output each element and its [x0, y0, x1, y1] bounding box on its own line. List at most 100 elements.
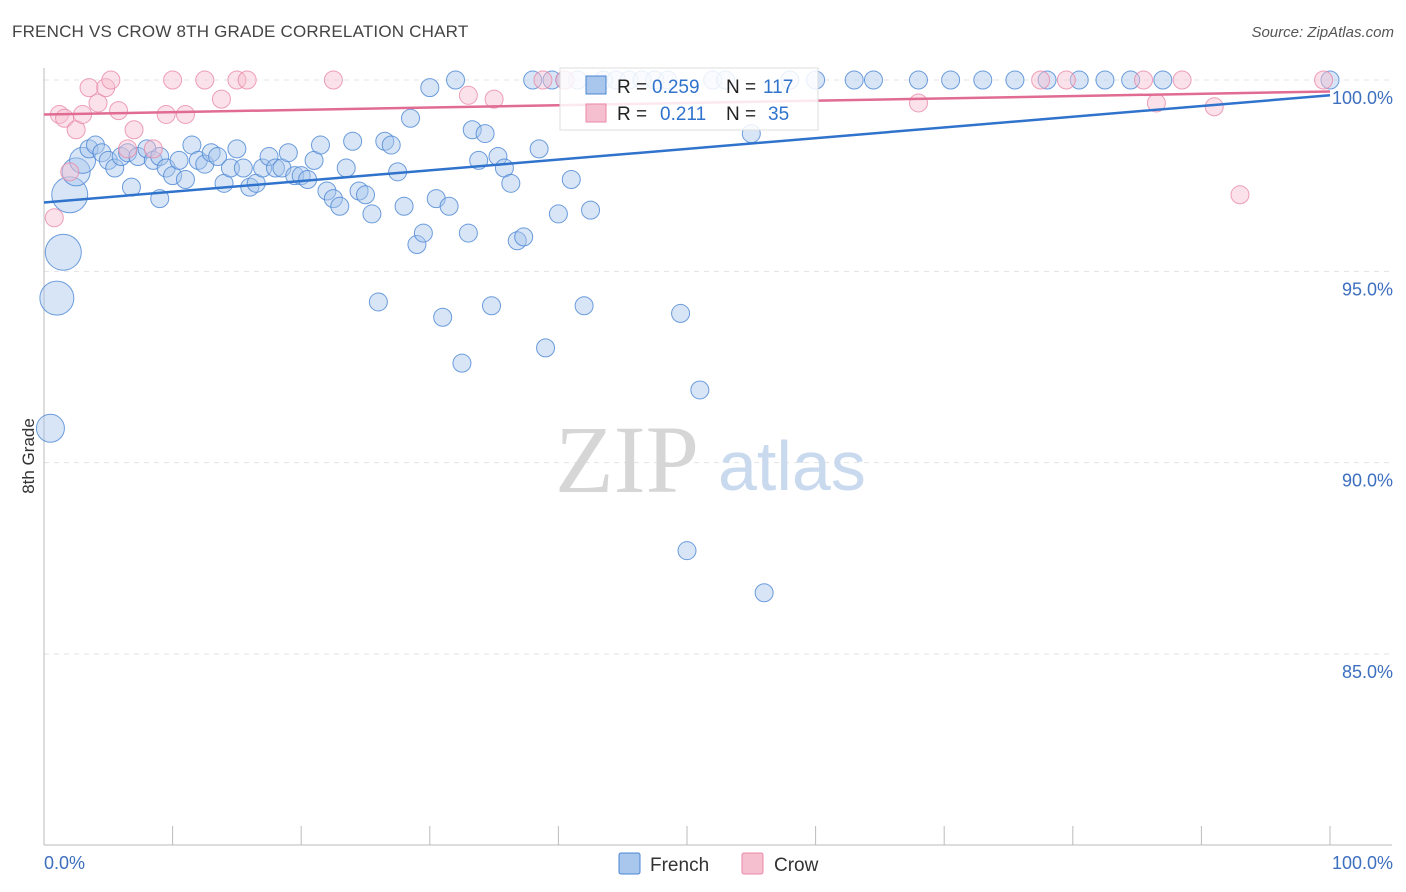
french-n-label: N =	[726, 77, 756, 98]
crow-point	[1314, 70, 1334, 90]
crow-stats-swatch	[585, 103, 607, 123]
crow-point	[109, 101, 129, 121]
x-tick-labels: 0.0% 100.0%	[44, 853, 1393, 873]
french-point	[278, 143, 298, 163]
french-point	[446, 70, 466, 90]
french-point	[458, 223, 478, 243]
french-point	[362, 204, 382, 224]
french-point	[439, 196, 459, 216]
watermark: ZIP atlas	[555, 406, 866, 513]
french-point	[973, 70, 993, 90]
french-point	[462, 120, 482, 140]
chart-title: FRENCH VS CROW 8TH GRADE CORRELATION CHA…	[12, 22, 469, 41]
french-point	[1320, 70, 1340, 90]
crow-point	[44, 208, 64, 228]
crow-point	[1172, 70, 1192, 90]
french-point	[401, 108, 421, 128]
french-point	[35, 413, 65, 443]
french-point	[233, 158, 253, 178]
french-point	[574, 296, 594, 316]
french-point	[169, 150, 189, 170]
y-tick-labels: 100.0% 95.0% 90.0% 85.0%	[1332, 88, 1393, 682]
french-point	[677, 541, 697, 561]
french-point	[690, 380, 710, 400]
french-point	[548, 204, 568, 224]
french-point	[1005, 70, 1025, 90]
french-point	[529, 139, 549, 159]
french-point	[336, 158, 356, 178]
french-point	[356, 185, 375, 205]
french-point	[381, 135, 401, 155]
french-point	[420, 78, 440, 98]
french-point	[523, 70, 543, 90]
crow-point	[1031, 70, 1051, 90]
french-point	[413, 223, 433, 243]
crow-point	[101, 70, 121, 90]
crow-point	[143, 139, 163, 159]
french-point	[671, 303, 691, 323]
crow-point	[118, 139, 138, 159]
stats-box: R = 0.259 N = 117 R = 0.211 N = 35	[559, 67, 819, 131]
crow-point	[227, 70, 247, 90]
crow-point	[88, 93, 108, 113]
crow-point	[533, 70, 553, 90]
crow-n-value: 35	[768, 104, 789, 125]
crow-point	[1230, 185, 1250, 205]
french-point	[475, 124, 495, 144]
french-point	[69, 146, 97, 174]
french-point	[39, 280, 75, 316]
crow-point	[124, 120, 144, 140]
y-axis-title: 8th Grade	[19, 418, 38, 494]
series-legend: French Crow	[618, 852, 819, 876]
french-point	[514, 227, 534, 247]
crow-point	[458, 85, 478, 105]
crow-point	[163, 70, 183, 90]
french-point	[482, 296, 502, 316]
french-point	[433, 307, 453, 327]
french-r-value: 0.259	[652, 77, 700, 98]
x-tick-label-max: 100.0%	[1332, 853, 1393, 873]
french-point	[343, 131, 363, 151]
french-point	[208, 147, 228, 167]
x-tick-label-min: 0.0%	[44, 853, 85, 873]
french-point	[323, 189, 343, 209]
crow-point	[1134, 70, 1154, 90]
crow-point	[237, 70, 257, 90]
french-point	[844, 70, 864, 90]
crow-r-value: 0.211	[660, 104, 706, 125]
crow-point	[175, 104, 195, 124]
french-point	[501, 173, 521, 193]
french-trend-line	[43, 94, 1331, 204]
crow-point	[195, 70, 215, 90]
legend-french-swatch	[618, 852, 641, 875]
legend-crow-swatch	[741, 852, 764, 875]
french-point	[265, 158, 285, 178]
crow-points	[44, 70, 1334, 228]
french-point	[227, 139, 247, 159]
french-point	[561, 169, 581, 189]
french-stats-swatch	[585, 75, 607, 95]
french-point	[1095, 70, 1115, 90]
french-n-value: 117	[763, 77, 793, 98]
french-point	[175, 169, 195, 189]
y-tick-label: 85.0%	[1342, 662, 1393, 682]
french-point	[368, 292, 388, 312]
french-point	[581, 200, 601, 220]
french-point	[941, 70, 961, 90]
french-point	[1153, 70, 1173, 90]
axes	[43, 68, 1392, 846]
french-point	[105, 158, 125, 178]
legend-crow-label: Crow	[774, 855, 819, 876]
source-label: Source: ZipAtlas.com	[1251, 24, 1394, 41]
watermark-zip: ZIP	[555, 406, 699, 513]
y-tick-label: 95.0%	[1342, 279, 1393, 299]
french-point	[452, 353, 472, 373]
french-point	[863, 70, 883, 90]
french-point	[150, 147, 170, 167]
crow-r-label: R =	[617, 104, 647, 125]
crow-point	[323, 70, 343, 90]
french-point	[908, 70, 928, 90]
legend-french-label: French	[650, 855, 709, 876]
french-point	[1037, 70, 1057, 90]
